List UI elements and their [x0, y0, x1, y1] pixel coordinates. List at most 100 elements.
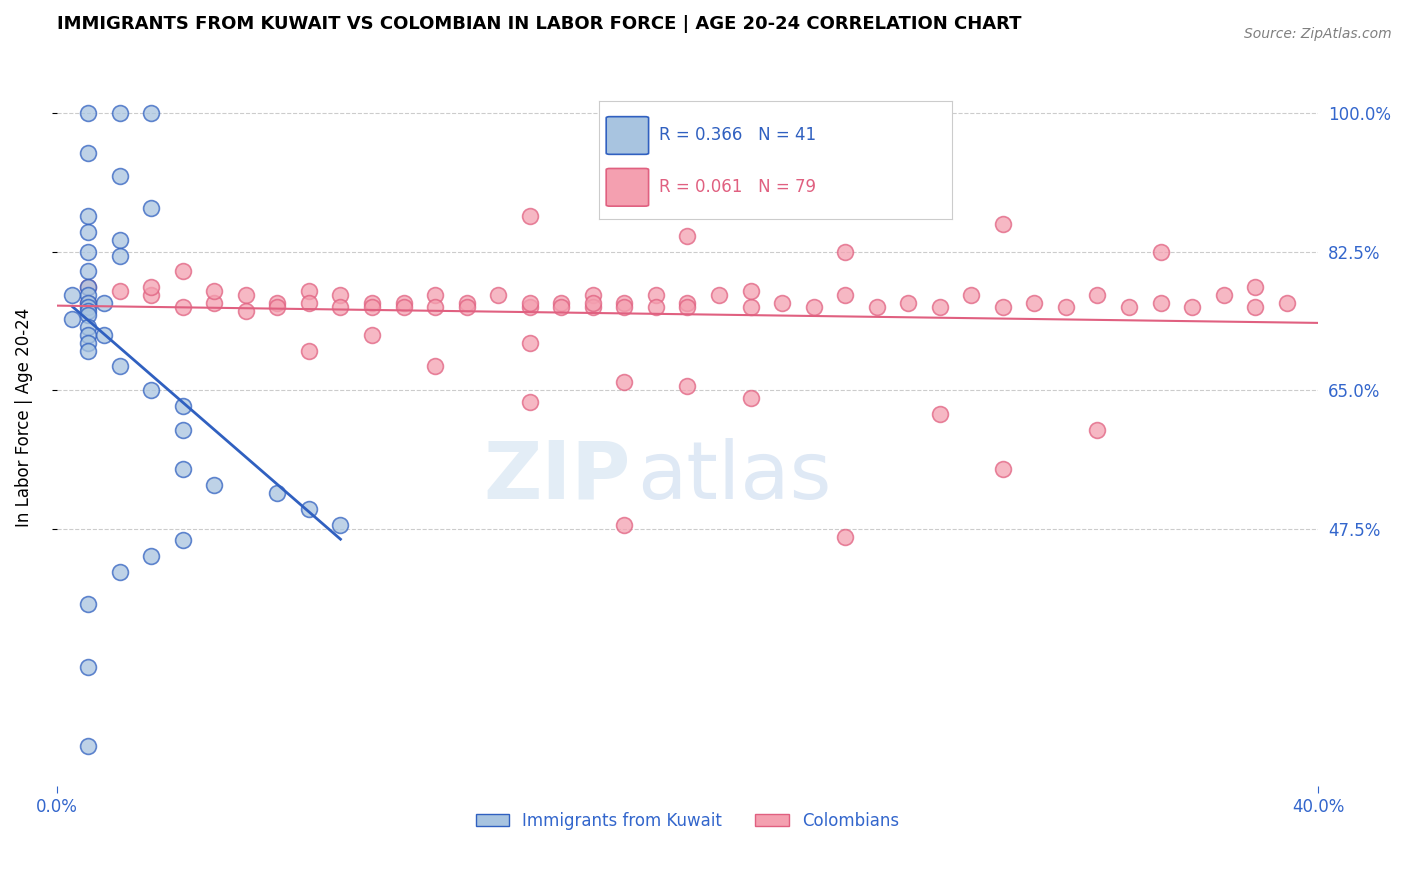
- Point: [108, 359, 131, 374]
- Point: [266, 486, 288, 500]
- Point: [1087, 288, 1109, 302]
- Point: [141, 549, 163, 564]
- Point: [60, 288, 83, 302]
- Point: [1054, 300, 1077, 314]
- Point: [141, 280, 163, 294]
- Point: [329, 517, 352, 532]
- Point: [613, 300, 636, 314]
- Point: [141, 383, 163, 397]
- Point: [172, 462, 194, 476]
- Point: [77, 244, 100, 259]
- Point: [1149, 296, 1171, 310]
- Point: [108, 106, 131, 120]
- Point: [1212, 288, 1234, 302]
- Point: [361, 327, 384, 342]
- Point: [77, 288, 100, 302]
- Point: [77, 327, 100, 342]
- Point: [423, 300, 446, 314]
- Point: [1149, 244, 1171, 259]
- Point: [298, 501, 321, 516]
- Point: [645, 300, 668, 314]
- Point: [834, 193, 856, 207]
- Point: [77, 343, 100, 358]
- Legend: Immigrants from Kuwait, Colombians: Immigrants from Kuwait, Colombians: [470, 805, 905, 837]
- Point: [423, 288, 446, 302]
- Point: [960, 288, 983, 302]
- Point: [172, 264, 194, 278]
- Point: [77, 296, 100, 310]
- Point: [392, 300, 415, 314]
- Point: [423, 359, 446, 374]
- Point: [202, 296, 225, 310]
- Point: [770, 296, 793, 310]
- Point: [550, 296, 572, 310]
- Point: [392, 296, 415, 310]
- Point: [108, 249, 131, 263]
- Point: [77, 296, 100, 310]
- Point: [1087, 423, 1109, 437]
- Point: [329, 300, 352, 314]
- Point: [834, 529, 856, 543]
- Point: [456, 296, 478, 310]
- Point: [77, 597, 100, 611]
- Point: [298, 343, 321, 358]
- Point: [93, 327, 115, 342]
- Point: [456, 300, 478, 314]
- Point: [77, 280, 100, 294]
- Point: [676, 296, 699, 310]
- Point: [361, 300, 384, 314]
- Point: [928, 407, 950, 421]
- Point: [834, 288, 856, 302]
- Point: [77, 209, 100, 223]
- Point: [108, 284, 131, 298]
- Point: [519, 395, 541, 409]
- Point: [991, 462, 1014, 476]
- Point: [834, 244, 856, 259]
- Point: [77, 106, 100, 120]
- Point: [298, 296, 321, 310]
- Text: IMMIGRANTS FROM KUWAIT VS COLOMBIAN IN LABOR FORCE | AGE 20-24 CORRELATION CHART: IMMIGRANTS FROM KUWAIT VS COLOMBIAN IN L…: [56, 15, 1021, 33]
- Point: [60, 312, 83, 326]
- Point: [486, 288, 509, 302]
- Point: [1275, 296, 1298, 310]
- Point: [172, 533, 194, 548]
- Text: atlas: atlas: [637, 438, 831, 516]
- Point: [519, 296, 541, 310]
- Point: [172, 423, 194, 437]
- Point: [1181, 300, 1204, 314]
- Point: [519, 209, 541, 223]
- Point: [550, 300, 572, 314]
- Point: [77, 300, 100, 314]
- Point: [77, 660, 100, 674]
- Point: [613, 517, 636, 532]
- Point: [77, 308, 100, 322]
- Y-axis label: In Labor Force | Age 20-24: In Labor Force | Age 20-24: [15, 308, 32, 527]
- Point: [329, 288, 352, 302]
- Point: [361, 296, 384, 310]
- Point: [676, 300, 699, 314]
- Point: [108, 169, 131, 184]
- Point: [582, 300, 605, 314]
- Point: [77, 739, 100, 754]
- Text: Source: ZipAtlas.com: Source: ZipAtlas.com: [1244, 27, 1392, 41]
- Point: [897, 296, 920, 310]
- Point: [266, 296, 288, 310]
- Point: [676, 228, 699, 243]
- Point: [740, 284, 762, 298]
- Point: [266, 300, 288, 314]
- Point: [803, 300, 825, 314]
- Point: [77, 335, 100, 350]
- Point: [1244, 280, 1267, 294]
- Point: [676, 379, 699, 393]
- Point: [202, 284, 225, 298]
- Point: [93, 296, 115, 310]
- Point: [172, 300, 194, 314]
- Point: [77, 225, 100, 239]
- Point: [77, 264, 100, 278]
- Point: [108, 233, 131, 247]
- Point: [77, 145, 100, 160]
- Point: [77, 319, 100, 334]
- Point: [235, 304, 257, 318]
- Point: [991, 300, 1014, 314]
- Point: [928, 300, 950, 314]
